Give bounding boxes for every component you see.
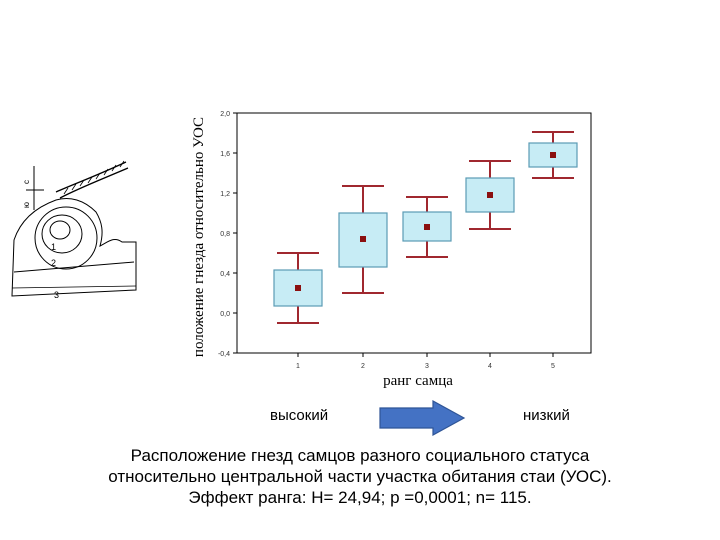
caption-line-1: Расположение гнезд самцов разного социал…	[130, 446, 590, 465]
map-label-north: с	[22, 180, 31, 184]
territory-outline	[11, 198, 137, 297]
box-group-rank-4	[465, 160, 515, 230]
box-group-rank-2	[338, 185, 388, 294]
mean-marker	[295, 285, 301, 291]
map-label-zone-3: 3	[54, 290, 59, 300]
y-tick-label: 2,0	[220, 111, 230, 118]
boxes	[273, 131, 578, 324]
x-ticks: 1 2 3 4 5	[296, 353, 555, 370]
isoline-1	[49, 220, 71, 240]
map-label-zone-2: 2	[51, 258, 56, 268]
map-road	[11, 285, 137, 289]
x-tick-label: 1	[296, 363, 300, 370]
box-group-rank-1	[273, 252, 323, 324]
territory-map: с ю 1 2 3	[11, 160, 137, 300]
y-tick-label: -0,4	[218, 351, 230, 358]
isoline-2	[41, 214, 83, 254]
map-river	[13, 261, 135, 273]
rank-direction-arrow	[379, 400, 466, 436]
box-group-rank-5	[528, 131, 578, 179]
mean-marker	[487, 192, 493, 198]
x-tick-label: 4	[488, 363, 492, 370]
box-group-rank-3	[402, 196, 452, 258]
y-ticks: 2,0 1,6 1,2 0,8 0,4 0,0 -0,4	[218, 111, 237, 358]
coastline	[55, 161, 129, 199]
map-label-zone-1: 1	[51, 242, 56, 252]
box-plot-chart: положение гнезда относительно УОС ранг с…	[191, 111, 592, 389]
mean-marker	[424, 224, 430, 230]
y-tick-label: 0,4	[220, 271, 230, 278]
x-axis-label: ранг самца	[383, 373, 453, 389]
caption-line-3: Эффект ранга: H= 24,94; p =0,0001; n= 11…	[188, 488, 532, 507]
isoline-3	[34, 206, 98, 270]
mean-marker	[550, 152, 556, 158]
y-tick-label: 1,6	[220, 151, 230, 158]
x-tick-label: 5	[551, 363, 555, 370]
y-axis-label: положение гнезда относительно УОС	[191, 117, 207, 357]
caption-line-2: относительно центральной части участка о…	[108, 467, 612, 486]
y-tick-label: 0,0	[220, 311, 230, 318]
arrow-shape	[379, 400, 466, 436]
rank-low-label: низкий	[523, 407, 570, 424]
map-label-south: ю	[22, 202, 31, 208]
mean-marker	[360, 236, 366, 242]
rank-high-label: высокий	[270, 407, 329, 424]
y-tick-label: 0,8	[220, 231, 230, 238]
coastline-hatch	[63, 160, 125, 195]
x-tick-label: 3	[425, 363, 429, 370]
y-tick-label: 1,2	[220, 191, 230, 198]
x-tick-label: 2	[361, 363, 365, 370]
